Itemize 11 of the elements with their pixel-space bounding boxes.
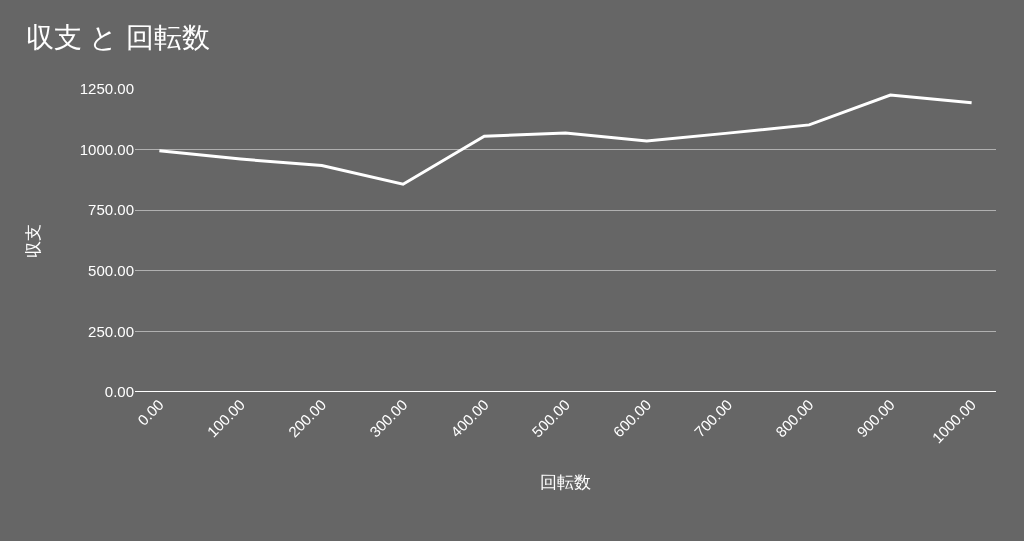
y-tick-label: 1250.00 [79,80,134,98]
y-tick-label: 250.00 [88,322,134,340]
y-tick-label: 0.00 [104,383,134,401]
x-axis-title: 回転数 [540,472,591,492]
y-tick-label: 500.00 [88,262,134,280]
y-axis-title: 収支 [24,223,44,258]
y-tick-label: 1000.00 [79,140,134,158]
chart-title: 収支 と 回転数 [25,21,211,53]
x-tick-label: 0.00 [134,395,167,429]
y-tick-label: 750.00 [88,201,134,219]
line-series [157,93,974,186]
